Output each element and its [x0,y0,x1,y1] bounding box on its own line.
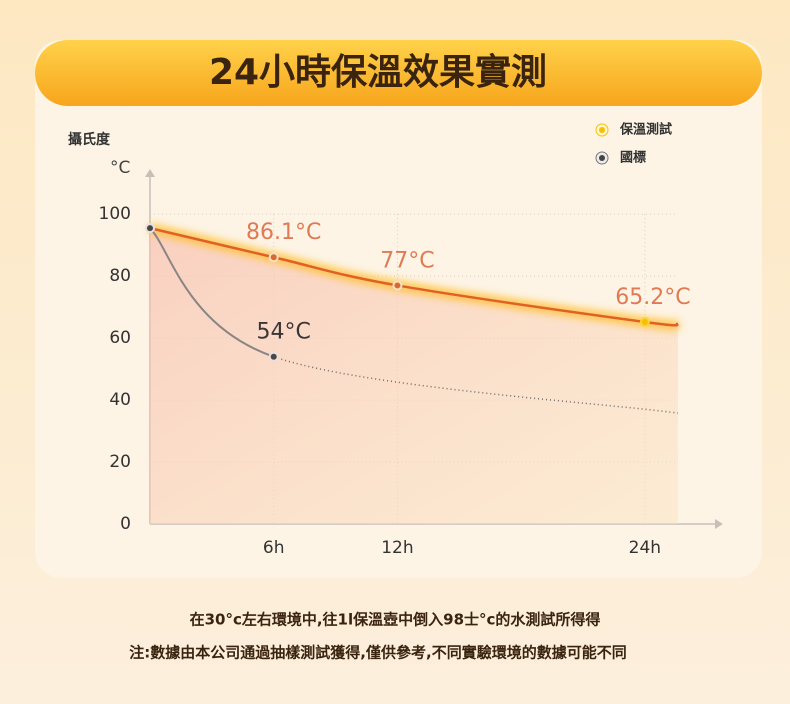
y-tick-label: 100 [99,204,131,224]
point-core [641,318,648,325]
data-label: 65.2°C [615,285,690,310]
line [149,227,275,358]
y-tick-label: 20 [109,452,131,472]
x-tick-label: 12h [381,538,413,558]
legend-label: 保溫測試 [619,122,672,138]
x-axis-arrow [715,519,723,529]
x-tick-label: 6h [263,538,285,558]
data-label: 54°C [257,320,311,345]
y-tick-label: 40 [109,390,131,410]
note: 在30°c左右環境中,往1l保溫壺中倒入98士°c的水測試所得得 [190,611,601,629]
y-tick-label: 60 [109,328,131,348]
point-core [147,225,153,232]
plot: 0 20 40 60 80 100 6h 12h 24h 86.1°C 77°C 65.2°C 54°C [99,169,723,558]
data-label: 86.1°C [246,220,321,245]
y-axis-title: 攝氏度 [68,131,111,148]
y-unit: °C [110,158,130,178]
y-tick-label: 80 [109,266,131,286]
title-pill [35,40,762,106]
point-core [270,254,277,261]
chart-title: 24小時保溫效果實測 [209,51,547,93]
x-tick-label: 24h [629,538,661,558]
legend-marker-core [599,127,605,133]
legend-marker-core [599,155,605,161]
area [150,228,678,524]
legend-label: 國標 [620,150,646,166]
point-core [394,282,401,289]
y-tick-label: 0 [120,514,131,534]
y-axis-arrow [145,169,155,177]
point-core [270,353,277,360]
note: 注:數據由本公司通過抽樣測試獲得,僅供參考,不同實驗環境的數據可能不同 [129,644,626,662]
data-label: 77°C [380,248,434,273]
